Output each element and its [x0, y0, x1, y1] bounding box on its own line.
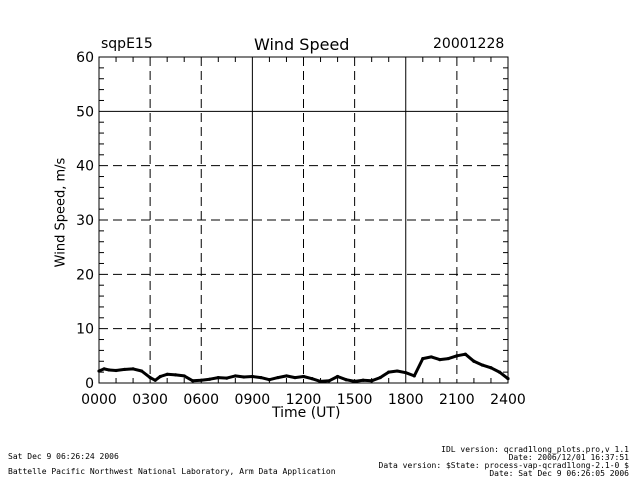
data-point	[353, 379, 357, 383]
data-point	[174, 373, 178, 377]
data-point	[446, 356, 450, 361]
y-tick-label: 20	[76, 267, 94, 283]
data-point	[267, 378, 272, 382]
x-tick-label: 1800	[388, 392, 424, 408]
data-point	[301, 374, 306, 379]
data-point	[107, 368, 111, 372]
data-point	[242, 375, 246, 379]
data-point	[489, 366, 493, 370]
data-point	[216, 375, 220, 380]
x-tick-label: 2400	[490, 392, 526, 408]
data-point	[225, 376, 229, 380]
data-point	[191, 379, 195, 383]
data-point	[318, 379, 323, 383]
data-point	[378, 375, 382, 380]
data-point	[293, 375, 297, 380]
footer-timestamp: Sat Dec 9 06:26:24 2006	[8, 452, 119, 461]
data-point	[361, 378, 365, 382]
chart-title: Wind Speed	[254, 35, 350, 54]
y-tick-label: 60	[76, 50, 94, 66]
data-point	[497, 370, 502, 374]
x-tick-label: 0000	[81, 392, 117, 408]
data-point	[370, 379, 374, 383]
y-tick-label: 50	[76, 104, 94, 120]
x-axis-label: Time (UT)	[272, 405, 341, 421]
data-point	[429, 355, 433, 359]
data-point	[480, 363, 485, 367]
data-point	[421, 356, 425, 361]
data-point	[438, 358, 442, 362]
data-point	[276, 375, 280, 380]
data-point	[463, 352, 467, 356]
y-tick-label: 10	[76, 322, 94, 338]
data-point	[412, 374, 416, 378]
footer-version-line: IDL version: qcrad1long_plots.pro,v 1.1	[441, 445, 629, 454]
data-point	[131, 367, 135, 371]
y-tick-label: 0	[85, 376, 94, 392]
footer-version-info: IDL version: qcrad1long_plots.pro,v 1.1 …	[379, 446, 629, 478]
x-tick-label: 1500	[337, 392, 373, 408]
data-point	[140, 369, 144, 373]
data-point	[114, 368, 118, 373]
data-point	[335, 374, 340, 379]
data-point	[158, 374, 162, 379]
data-point	[122, 367, 127, 372]
x-tick-label: 0600	[183, 392, 219, 408]
x-tick-label: 1200	[286, 392, 322, 408]
footer-credit: Battelle Pacific Northwest National Labo…	[8, 467, 336, 476]
x-tick-label: 2100	[439, 392, 475, 408]
grid-lines	[99, 57, 508, 383]
data-point	[259, 375, 263, 380]
data-point	[199, 378, 203, 382]
x-tick-label: 0900	[235, 392, 271, 408]
data-point	[284, 374, 289, 378]
plot-frame	[98, 56, 509, 384]
y-tick-label: 30	[76, 213, 94, 229]
series-layer	[97, 352, 510, 383]
footer-version-line: Data version: $State: process-vap-qcrad1…	[378, 461, 629, 470]
data-point	[233, 374, 237, 378]
footer-version-line: Date: Sat Dec 9 06:26:05 2006	[489, 469, 629, 478]
y-tick-label: 40	[76, 159, 94, 175]
data-point	[310, 377, 314, 381]
data-point	[165, 372, 169, 376]
data-point	[344, 378, 348, 382]
data-point	[208, 377, 212, 381]
data-point	[455, 354, 459, 358]
data-point	[182, 374, 186, 378]
y-tick-labels: 0 10 20 30 40 50 60	[76, 50, 94, 392]
data-point	[153, 378, 157, 382]
data-point	[327, 379, 331, 383]
data-point	[395, 369, 399, 373]
data-point	[404, 371, 408, 375]
data-point	[472, 359, 476, 363]
data-point	[148, 375, 152, 380]
date-label: 20001228	[433, 36, 505, 52]
x-tick-label: 0300	[132, 392, 168, 408]
site-label: sqpE15	[101, 36, 153, 52]
data-point	[250, 374, 254, 379]
footer-version-line: Date: 2006/12/01 16:37:51	[508, 453, 629, 462]
data-point	[387, 370, 391, 374]
data-point	[102, 367, 106, 371]
x-tick-labels: 0000 0300 0600 0900 1200 1500 1800 2100 2400	[81, 392, 526, 408]
